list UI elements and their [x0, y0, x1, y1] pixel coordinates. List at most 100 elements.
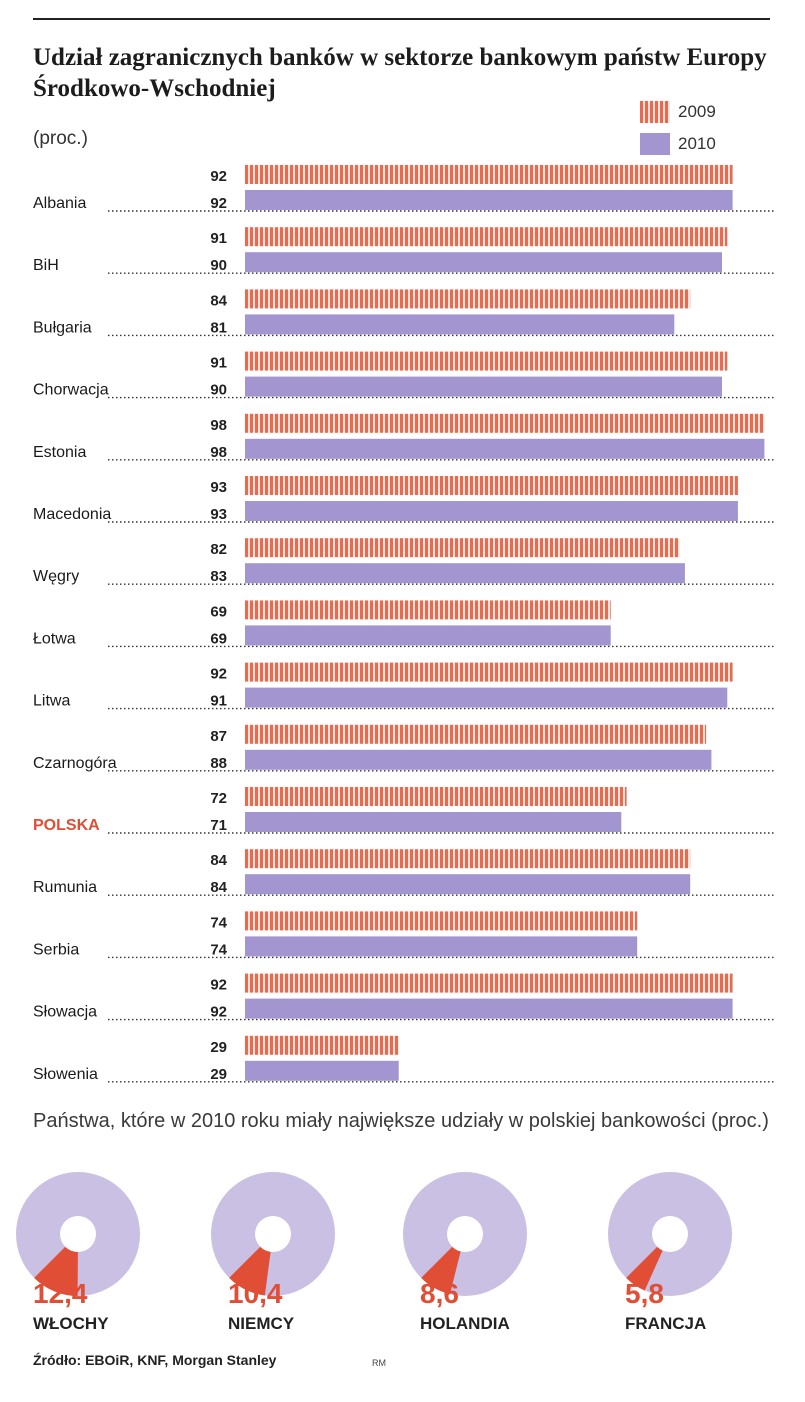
donut-value-label: 10,4	[228, 1278, 283, 1309]
legend-2010-swatch	[640, 133, 670, 155]
bar-2009	[245, 351, 728, 371]
value-label-2009: 69	[210, 603, 227, 620]
value-label-2010: 69	[210, 630, 227, 647]
top-rule	[33, 18, 770, 20]
donut-slice	[34, 1246, 78, 1296]
bar-2010	[245, 998, 733, 1019]
category-label: Słowacja	[33, 1004, 97, 1021]
category-label: BiH	[33, 257, 59, 274]
donut-holandia	[403, 1172, 527, 1296]
category-label: Albania	[33, 195, 86, 212]
value-label-2009: 84	[210, 292, 227, 309]
bar-2009	[245, 1035, 399, 1055]
value-label-2010: 71	[210, 817, 227, 834]
value-label-2009: 91	[210, 355, 227, 372]
category-label: Bułgaria	[33, 319, 92, 336]
bar-2010	[245, 252, 722, 273]
bar-2010	[245, 812, 622, 832]
legend-2010-label: 2010	[678, 134, 716, 153]
value-label-2010: 91	[210, 693, 227, 710]
bar-2009	[245, 911, 638, 931]
donut-value-label: 5,8	[625, 1278, 664, 1309]
donut-slice	[229, 1246, 271, 1296]
category-label: Chorwacja	[33, 382, 109, 399]
value-label-2009: 98	[210, 417, 227, 434]
legend-2010: 2010	[640, 133, 716, 155]
bar-2009	[245, 724, 707, 744]
category-label: Litwa	[33, 693, 70, 710]
donut-hole	[255, 1216, 291, 1252]
donuts-title: Państwa, które w 2010 roku miały najwięk…	[33, 1110, 769, 1132]
bar-2010	[245, 687, 728, 708]
donut-slice	[626, 1246, 663, 1291]
bar-2010	[245, 936, 638, 957]
bar-2009	[245, 476, 738, 495]
value-label-2009: 91	[210, 230, 227, 247]
bar-2010	[245, 1060, 399, 1081]
value-label-2010: 90	[210, 382, 227, 399]
unit-label: (proc.)	[33, 128, 88, 149]
category-label: Macedonia	[33, 506, 111, 523]
legend-2009-label: 2009	[678, 102, 716, 121]
category-label: Rumunia	[33, 879, 97, 896]
value-label-2010: 93	[210, 506, 227, 523]
bar-2009	[245, 165, 733, 184]
value-label-2009: 92	[210, 666, 227, 683]
bar-2010	[245, 438, 765, 459]
value-label-2009: 87	[210, 728, 227, 745]
donut-włochy	[16, 1172, 140, 1296]
legend-2009: 2009	[640, 101, 716, 123]
bar-2010	[245, 376, 722, 397]
value-label-2009: 82	[210, 541, 227, 558]
bar-2009	[245, 973, 733, 993]
donut-hole	[447, 1216, 483, 1252]
donut-value-label: 12,4	[33, 1278, 88, 1309]
value-label-2009: 92	[210, 168, 227, 185]
bar-2009	[245, 849, 691, 869]
bar-2009	[245, 289, 691, 309]
value-label-2009: 74	[210, 914, 227, 931]
donut-country-label: HOLANDIA	[420, 1314, 510, 1333]
bar-2009	[245, 227, 728, 247]
bar-2010	[245, 625, 611, 646]
bar-2009	[245, 662, 733, 682]
value-label-2010: 88	[210, 755, 227, 772]
bar-2010	[245, 749, 712, 770]
value-label-2010: 81	[210, 319, 227, 336]
legend-2009-swatch	[640, 101, 670, 123]
category-label: Węgry	[33, 568, 79, 585]
bar-2009	[245, 787, 627, 806]
donut-hole	[652, 1216, 688, 1252]
category-label: Czarnogóra	[33, 755, 117, 772]
category-label: Serbia	[33, 941, 79, 958]
value-label-2010: 92	[210, 1004, 227, 1021]
bar-2009	[245, 538, 680, 558]
value-label-2009: 92	[210, 977, 227, 994]
donut-country-label: WŁOCHY	[33, 1314, 109, 1333]
donut-country-label: FRANCJA	[625, 1314, 707, 1333]
category-label: Słowenia	[33, 1066, 98, 1083]
value-label-2009: 93	[210, 479, 227, 496]
value-label-2009: 72	[210, 790, 227, 807]
donut-niemcy	[211, 1172, 335, 1296]
chart-title: Udział zagranicznych banków w sektorze b…	[33, 44, 767, 102]
category-label: Łotwa	[33, 630, 76, 647]
bar-2010	[245, 190, 733, 210]
bar-2009	[245, 413, 765, 433]
donut-country-label: NIEMCY	[228, 1314, 295, 1333]
value-label-2010: 90	[210, 257, 227, 274]
donut-hole	[60, 1216, 96, 1252]
category-label: POLSKA	[33, 817, 100, 834]
bar-2010	[245, 563, 685, 584]
value-label-2009: 84	[210, 852, 227, 869]
value-label-2010: 83	[210, 568, 227, 585]
value-label-2009: 29	[210, 1039, 227, 1056]
author-initials: RM	[372, 1358, 386, 1368]
value-label-2010: 29	[210, 1066, 227, 1083]
value-label-2010: 84	[210, 879, 227, 896]
donut-slice	[421, 1246, 461, 1295]
bar-2010	[245, 874, 691, 895]
donut-value-label: 8,6	[420, 1278, 459, 1309]
value-label-2010: 92	[210, 195, 227, 212]
bar-2010	[245, 501, 738, 521]
